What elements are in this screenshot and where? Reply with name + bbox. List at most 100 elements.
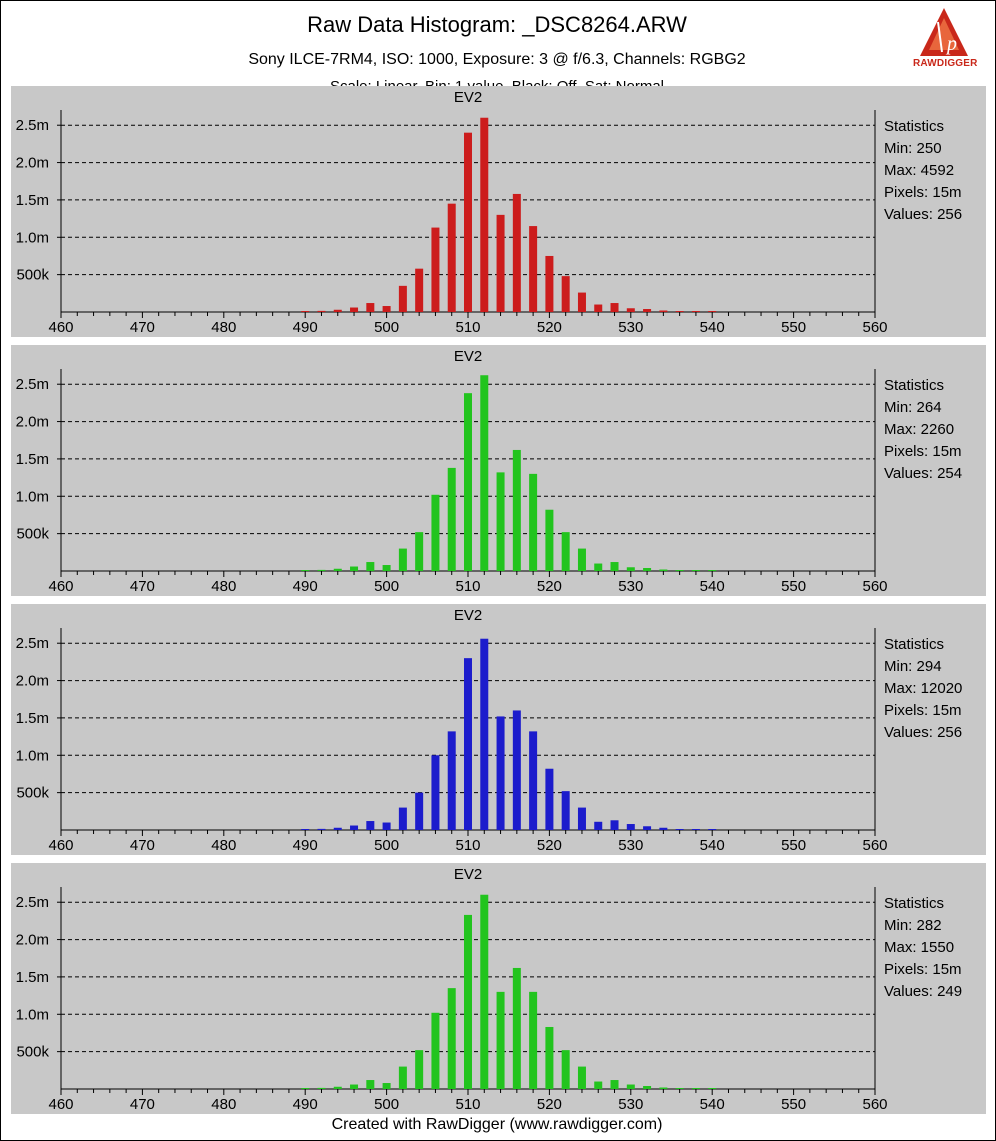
x-tick-label: 490: [293, 578, 318, 595]
x-tick-label: 460: [48, 319, 73, 336]
histogram-bar: [447, 731, 456, 830]
x-tick-label: 480: [211, 1096, 236, 1113]
histogram-bar: [659, 569, 668, 571]
y-tick-label: 500k: [16, 785, 49, 802]
histogram-bar: [464, 393, 472, 571]
histogram-bar: [447, 203, 456, 312]
histogram-bar: [366, 821, 375, 830]
x-tick-label: 510: [455, 1096, 480, 1113]
histogram-bar: [398, 1066, 407, 1089]
histogram-bar: [594, 1081, 603, 1089]
x-tick-label: 470: [130, 837, 155, 854]
histogram-bar: [496, 716, 505, 830]
histogram-bar: [708, 829, 717, 830]
x-tick-label: 530: [618, 837, 643, 854]
histogram-bar: [301, 311, 310, 312]
x-tick-label: 480: [211, 578, 236, 595]
histogram-panel-r: EV2 500k 1.0m 1.5m 2.0m 2.5m 460 470 480 490 500 51…: [11, 86, 986, 337]
histogram-bar: [594, 821, 603, 830]
histogram-bar: [708, 570, 717, 571]
panel-title: EV2: [454, 866, 482, 883]
x-tick-label: 520: [537, 578, 562, 595]
histogram-bar: [301, 570, 310, 571]
histogram-bar: [431, 227, 440, 312]
y-tick-label: 2.0m: [16, 155, 49, 172]
histogram-bar: [545, 509, 554, 571]
histogram-bar: [398, 807, 407, 830]
y-tick-label: 1.0m: [16, 747, 49, 764]
histogram-bar: [529, 473, 538, 571]
stats-line: Min: 250: [884, 140, 942, 157]
stats-line: Pixels: 15m: [884, 961, 962, 978]
stats-heading: Statistics: [884, 377, 944, 394]
histogram-bar: [610, 562, 619, 571]
histogram-bar: [447, 988, 456, 1089]
histogram-bar: [415, 532, 424, 571]
histogram-bar: [317, 1087, 326, 1089]
histogram-bar: [382, 565, 391, 571]
report-subtitle: Sony ILCE-7RM4, ISO: 1000, Exposure: 3 @…: [248, 51, 746, 68]
x-tick-label: 560: [862, 578, 887, 595]
histogram-bar: [480, 375, 489, 571]
histogram-bar: [512, 967, 521, 1089]
histogram-bar: [366, 303, 375, 312]
histogram-bar: [464, 914, 472, 1089]
stats-line: Max: 2260: [884, 421, 954, 438]
histogram-bar: [415, 1050, 424, 1089]
x-tick-label: 500: [374, 319, 399, 336]
histogram-bar: [545, 1026, 554, 1089]
histogram-bar: [415, 792, 424, 830]
y-tick-label: 500k: [16, 267, 49, 284]
histogram-bar: [350, 825, 359, 830]
histogram-bar: [577, 807, 586, 830]
x-tick-label: 530: [618, 1096, 643, 1113]
x-tick-label: 550: [781, 578, 806, 595]
histogram-bar: [594, 563, 603, 571]
y-tick-label: 1.0m: [16, 1006, 49, 1023]
stats-line: Max: 1550: [884, 939, 954, 956]
y-tick-label: 2.0m: [16, 414, 49, 431]
y-tick-label: 1.0m: [16, 488, 49, 505]
x-tick-label: 550: [781, 1096, 806, 1113]
x-tick-label: 560: [862, 1096, 887, 1113]
x-tick-label: 530: [618, 578, 643, 595]
stats-line: Values: 254: [884, 465, 962, 482]
histogram-bar: [561, 791, 570, 830]
logo-text: RAWDIGGER: [913, 58, 978, 69]
x-tick-label: 470: [130, 578, 155, 595]
histogram-bar: [382, 822, 391, 830]
histogram-bar: [496, 991, 505, 1089]
histogram-bar: [301, 829, 310, 830]
histogram-bar: [659, 827, 668, 830]
x-tick-label: 510: [455, 578, 480, 595]
histogram-bar: [333, 568, 342, 571]
histogram-bar: [626, 308, 635, 312]
histogram-bar: [610, 820, 619, 830]
histogram-bar: [594, 304, 603, 312]
stats-heading: Statistics: [884, 636, 944, 653]
histogram-bar: [529, 731, 538, 830]
histogram-bar: [577, 292, 586, 312]
histogram-bar: [333, 827, 342, 830]
histogram-bar: [675, 311, 684, 312]
stats-line: Max: 12020: [884, 680, 962, 697]
histogram-bar: [643, 568, 652, 571]
x-tick-label: 530: [618, 319, 643, 336]
x-tick-label: 540: [700, 578, 725, 595]
y-tick-label: 2.0m: [16, 932, 49, 949]
histogram-bar: [317, 828, 326, 830]
histogram-bar: [675, 829, 684, 830]
histogram-bar: [366, 562, 375, 571]
histogram-bar: [561, 532, 570, 571]
histogram-bar: [480, 894, 489, 1089]
histogram-bar: [480, 117, 489, 313]
logo-letter: p: [945, 33, 957, 55]
histogram-bar: [626, 1084, 635, 1089]
x-tick-label: 510: [455, 319, 480, 336]
x-tick-label: 540: [700, 1096, 725, 1113]
panel-title: EV2: [454, 348, 482, 365]
y-tick-label: 2.5m: [16, 635, 49, 652]
histogram-bar: [447, 467, 456, 571]
histogram-bar: [480, 638, 489, 830]
histogram-bar: [626, 567, 635, 571]
